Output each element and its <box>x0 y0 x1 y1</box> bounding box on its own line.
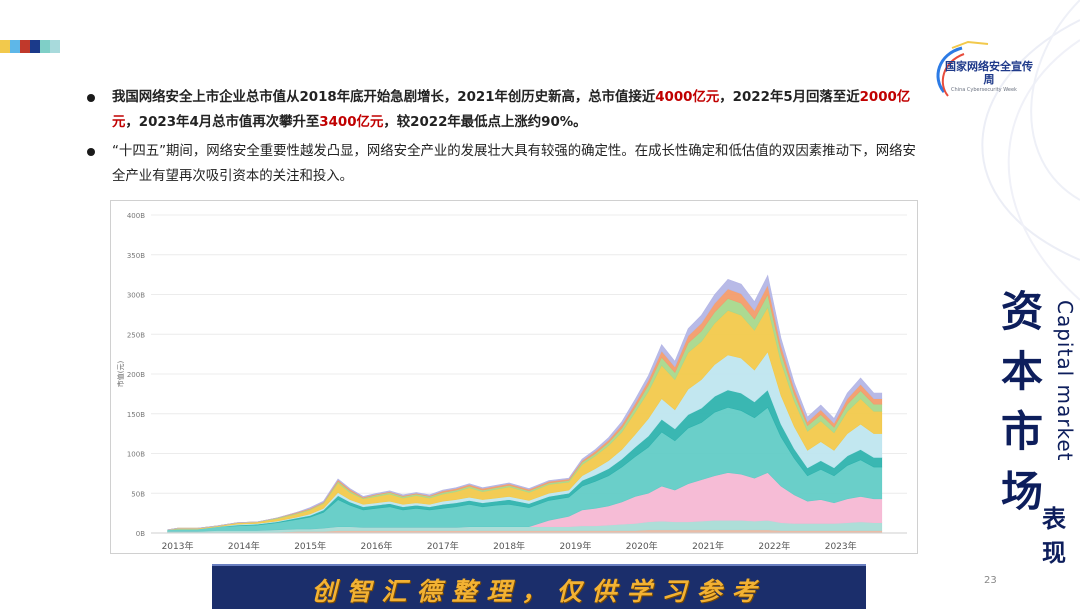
corner-decoration <box>0 40 60 53</box>
x-tick-label: 2020年 <box>626 540 658 552</box>
bullet-item-1: 我国网络安全上市企业总市值从2018年底开始急剧增长，2021年创历史新高，总市… <box>87 85 927 135</box>
x-tick-label: 2014年 <box>228 540 260 552</box>
bullet-text-part: “十四五”期间，网络安全重要性越发凸显，网络安全产业的发展壮大具有较强的确定性。… <box>112 144 916 184</box>
x-tick-label: 2015年 <box>294 540 326 552</box>
footer-banner: 创智汇德整理，仅供学习参考 <box>212 564 866 609</box>
logo-text: 国家网络安全宣传周 <box>945 60 1033 86</box>
y-tick-label: 250B <box>127 331 145 339</box>
area-series-10 <box>167 274 883 531</box>
background-arcs <box>981 0 1080 301</box>
bullet-text-part: ，较2022年最低点上涨约90%。 <box>383 115 587 130</box>
x-tick-label: 2023年 <box>825 540 857 552</box>
x-tick-label: 2019年 <box>559 540 591 552</box>
market-cap-chart: 0B 50B 100B 150B 200B 250B 300B 350B 400B 2013年 20… <box>110 200 918 554</box>
logo-subtext: China Cybersecurity Week <box>951 87 1017 93</box>
side-title: 资本市场 <box>1000 287 1043 516</box>
y-tick-label: 350B <box>127 252 145 260</box>
bullet-text-1: 我国网络安全上市企业总市值从2018年底开始急剧增长，2021年创历史新高，总市… <box>112 90 910 130</box>
bullet-list: 我国网络安全上市企业总市值从2018年底开始急剧增长，2021年创历史新高，总市… <box>87 85 927 193</box>
bullet-dot-icon <box>87 94 95 102</box>
y-axis-label: 市值(元) <box>116 361 125 388</box>
y-tick-label: 100B <box>127 451 145 459</box>
highlight-value: 3400亿元 <box>319 115 384 130</box>
x-tick-label: 2022年 <box>758 540 790 552</box>
y-tick-label: 400B <box>127 212 145 220</box>
bullet-text-part: 我国网络安全上市企业总市值从2018年底开始急剧增长，2021年创历史新高，总市… <box>112 90 656 105</box>
bullet-item-2: “十四五”期间，网络安全重要性越发凸显，网络安全产业的发展壮大具有较强的确定性。… <box>87 139 927 189</box>
x-tick-label: 2016年 <box>361 540 393 552</box>
bullet-text-2: “十四五”期间，网络安全重要性越发凸显，网络安全产业的发展壮大具有较强的确定性。… <box>112 144 916 184</box>
side-title-english: Capital market <box>1053 300 1077 462</box>
page-number: 23 <box>984 575 997 586</box>
side-subtitle: 表现 <box>1042 505 1066 567</box>
y-tick-label: 0B <box>136 530 145 538</box>
bullet-text-part: ，2022年5月回落至近 <box>719 90 860 105</box>
y-tick-label: 200B <box>127 371 145 379</box>
y-tick-label: 50B <box>131 490 145 498</box>
highlight-value: 4000亿元 <box>655 90 720 105</box>
chart-svg: 0B 50B 100B 150B 200B 250B 300B 350B 400B 2013年 20… <box>116 212 907 552</box>
x-tick-label: 2018年 <box>493 540 525 552</box>
y-tick-label: 150B <box>127 411 145 419</box>
y-tick-label: 300B <box>127 292 145 300</box>
x-tick-label: 2017年 <box>427 540 459 552</box>
banner-text: 创智汇德整理，仅供学习参考 <box>311 577 767 606</box>
bullet-dot-icon <box>87 148 95 156</box>
x-tick-label: 2021年 <box>692 540 724 552</box>
highlight-value: 2000亿元 <box>112 90 911 130</box>
x-tick-label: 2013年 <box>162 540 194 552</box>
cybersecurity-week-logo <box>936 40 989 97</box>
bullet-text-part: ，2023年4月总市值再次攀升至 <box>125 115 320 130</box>
